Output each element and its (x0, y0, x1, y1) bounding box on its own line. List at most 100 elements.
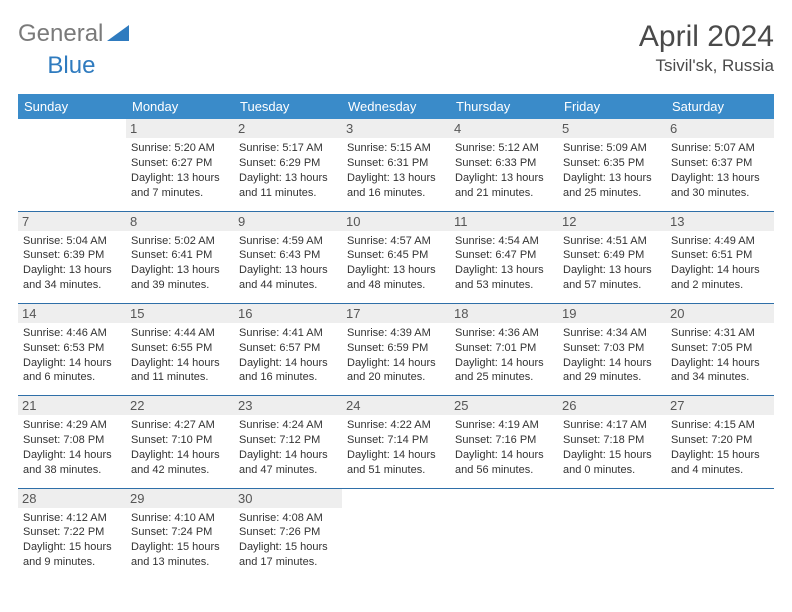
day-info: Sunrise: 4:51 AMSunset: 6:49 PMDaylight:… (563, 234, 661, 293)
day-info: Sunrise: 5:15 AMSunset: 6:31 PMDaylight:… (347, 141, 445, 200)
day-info: Sunrise: 4:59 AMSunset: 6:43 PMDaylight:… (239, 234, 337, 293)
day-cell: 12 Sunrise: 4:51 AMSunset: 6:49 PMDayligh… (558, 211, 666, 303)
table-row: 28 Sunrise: 4:12 AMSunset: 7:22 PMDayligh… (18, 488, 774, 580)
day-cell: 27 Sunrise: 4:15 AMSunset: 7:20 PMDayligh… (666, 396, 774, 488)
day-info: Sunrise: 4:57 AMSunset: 6:45 PMDaylight:… (347, 234, 445, 293)
day-number: 30 (234, 489, 342, 508)
day-number: 16 (234, 304, 342, 323)
day-cell: 26 Sunrise: 4:17 AMSunset: 7:18 PMDayligh… (558, 396, 666, 488)
day-cell (558, 488, 666, 580)
day-number: 26 (558, 396, 666, 415)
day-info: Sunrise: 4:34 AMSunset: 7:03 PMDaylight:… (563, 326, 661, 385)
day-cell (342, 488, 450, 580)
day-number: 5 (558, 119, 666, 138)
calendar-body: 1 Sunrise: 5:20 AMSunset: 6:27 PMDaylight… (18, 119, 774, 580)
day-info: Sunrise: 5:09 AMSunset: 6:35 PMDaylight:… (563, 141, 661, 200)
day-info: Sunrise: 4:24 AMSunset: 7:12 PMDaylight:… (239, 418, 337, 477)
table-row: 1 Sunrise: 5:20 AMSunset: 6:27 PMDaylight… (18, 119, 774, 211)
day-cell: 10 Sunrise: 4:57 AMSunset: 6:45 PMDayligh… (342, 211, 450, 303)
day-number: 9 (234, 212, 342, 231)
logo-text-general: General (18, 20, 103, 48)
day-info: Sunrise: 4:15 AMSunset: 7:20 PMDaylight:… (671, 418, 769, 477)
day-number: 19 (558, 304, 666, 323)
day-info: Sunrise: 4:10 AMSunset: 7:24 PMDaylight:… (131, 511, 229, 570)
day-info: Sunrise: 4:39 AMSunset: 6:59 PMDaylight:… (347, 326, 445, 385)
day-cell (450, 488, 558, 580)
day-number: 14 (18, 304, 126, 323)
day-cell: 1 Sunrise: 5:20 AMSunset: 6:27 PMDaylight… (126, 119, 234, 211)
day-cell: 25 Sunrise: 4:19 AMSunset: 7:16 PMDayligh… (450, 396, 558, 488)
table-row: 21Sunrise: 4:29 AMSunset: 7:08 PMDayligh… (18, 396, 774, 488)
logo: General (18, 20, 131, 48)
day-cell: 9 Sunrise: 4:59 AMSunset: 6:43 PMDaylight… (234, 211, 342, 303)
day-number: 20 (666, 304, 774, 323)
weekday-header: Wednesday (342, 94, 450, 119)
weekday-header: Monday (126, 94, 234, 119)
day-number: 3 (342, 119, 450, 138)
day-info: Sunrise: 4:41 AMSunset: 6:57 PMDaylight:… (239, 326, 337, 385)
day-number: 28 (18, 489, 126, 508)
day-number: 25 (450, 396, 558, 415)
day-info: Sunrise: 4:17 AMSunset: 7:18 PMDaylight:… (563, 418, 661, 477)
day-cell: 13Sunrise: 4:49 AMSunset: 6:51 PMDayligh… (666, 211, 774, 303)
day-number: 24 (342, 396, 450, 415)
day-info: Sunrise: 5:20 AMSunset: 6:27 PMDaylight:… (131, 141, 229, 200)
day-cell: 5 Sunrise: 5:09 AMSunset: 6:35 PMDaylight… (558, 119, 666, 211)
day-number: 18 (450, 304, 558, 323)
day-cell: 17 Sunrise: 4:39 AMSunset: 6:59 PMDayligh… (342, 303, 450, 395)
day-cell (18, 119, 126, 211)
day-info: Sunrise: 4:44 AMSunset: 6:55 PMDaylight:… (131, 326, 229, 385)
day-number: 12 (558, 212, 666, 231)
day-number: 8 (126, 212, 234, 231)
day-info: Sunrise: 4:19 AMSunset: 7:16 PMDaylight:… (455, 418, 553, 477)
day-cell: 24 Sunrise: 4:22 AMSunset: 7:14 PMDayligh… (342, 396, 450, 488)
table-row: 7 Sunrise: 5:04 AMSunset: 6:39 PMDaylight… (18, 211, 774, 303)
day-info: Sunrise: 4:12 AMSunset: 7:22 PMDaylight:… (23, 511, 121, 570)
day-number: 10 (342, 212, 450, 231)
day-info: Sunrise: 5:04 AMSunset: 6:39 PMDaylight:… (23, 234, 121, 293)
day-cell: 28 Sunrise: 4:12 AMSunset: 7:22 PMDayligh… (18, 488, 126, 580)
day-cell: 18 Sunrise: 4:36 AMSunset: 7:01 PMDayligh… (450, 303, 558, 395)
day-cell: 23 Sunrise: 4:24 AMSunset: 7:12 PMDayligh… (234, 396, 342, 488)
day-number: 1 (126, 119, 234, 138)
day-cell: 21Sunrise: 4:29 AMSunset: 7:08 PMDayligh… (18, 396, 126, 488)
day-cell: 6Sunrise: 5:07 AMSunset: 6:37 PMDaylight… (666, 119, 774, 211)
day-number: 2 (234, 119, 342, 138)
table-row: 14Sunrise: 4:46 AMSunset: 6:53 PMDayligh… (18, 303, 774, 395)
day-info: Sunrise: 4:49 AMSunset: 6:51 PMDaylight:… (671, 234, 769, 293)
day-info: Sunrise: 5:12 AMSunset: 6:33 PMDaylight:… (455, 141, 553, 200)
day-cell: 4Sunrise: 5:12 AMSunset: 6:33 PMDaylight… (450, 119, 558, 211)
day-number: 27 (666, 396, 774, 415)
day-info: Sunrise: 5:17 AMSunset: 6:29 PMDaylight:… (239, 141, 337, 200)
day-info: Sunrise: 4:36 AMSunset: 7:01 PMDaylight:… (455, 326, 553, 385)
day-cell: 2 Sunrise: 5:17 AMSunset: 6:29 PMDaylight… (234, 119, 342, 211)
day-number: 7 (18, 212, 126, 231)
weekday-header: Friday (558, 94, 666, 119)
day-info: Sunrise: 4:31 AMSunset: 7:05 PMDaylight:… (671, 326, 769, 385)
day-cell: 7 Sunrise: 5:04 AMSunset: 6:39 PMDaylight… (18, 211, 126, 303)
day-cell: 22 Sunrise: 4:27 AMSunset: 7:10 PMDayligh… (126, 396, 234, 488)
day-cell (666, 488, 774, 580)
weekday-header: Thursday (450, 94, 558, 119)
day-cell: 29Sunrise: 4:10 AMSunset: 7:24 PMDayligh… (126, 488, 234, 580)
day-number: 23 (234, 396, 342, 415)
day-number: 11 (450, 212, 558, 231)
day-cell: 19 Sunrise: 4:34 AMSunset: 7:03 PMDayligh… (558, 303, 666, 395)
day-cell: 16 Sunrise: 4:41 AMSunset: 6:57 PMDayligh… (234, 303, 342, 395)
weekday-header: Saturday (666, 94, 774, 119)
day-info: Sunrise: 4:54 AMSunset: 6:47 PMDaylight:… (455, 234, 553, 293)
day-cell: 8 Sunrise: 5:02 AMSunset: 6:41 PMDaylight… (126, 211, 234, 303)
day-number: 17 (342, 304, 450, 323)
day-info: Sunrise: 5:02 AMSunset: 6:41 PMDaylight:… (131, 234, 229, 293)
day-info: Sunrise: 4:27 AMSunset: 7:10 PMDaylight:… (131, 418, 229, 477)
day-number: 15 (126, 304, 234, 323)
logo-text-blue: Blue (47, 52, 95, 80)
day-cell: 15 Sunrise: 4:44 AMSunset: 6:55 PMDayligh… (126, 303, 234, 395)
weekday-header: Sunday (18, 94, 126, 119)
day-number: 22 (126, 396, 234, 415)
location: Tsivil'sk, Russia (639, 56, 774, 76)
month-title: April 2024 (639, 20, 774, 54)
weekday-header: Tuesday (234, 94, 342, 119)
title-block: April 2024 Tsivil'sk, Russia (639, 20, 774, 76)
day-info: Sunrise: 4:22 AMSunset: 7:14 PMDaylight:… (347, 418, 445, 477)
